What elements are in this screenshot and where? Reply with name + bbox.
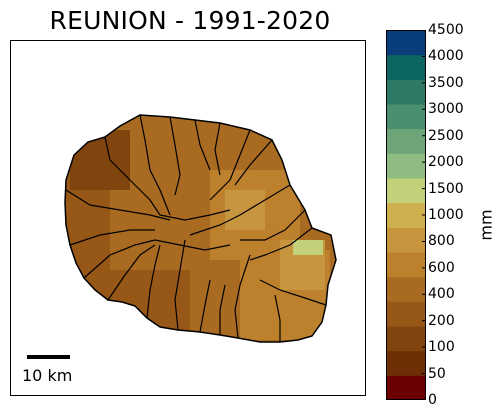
colorbar-bin — [386, 55, 426, 80]
colorbar-bin — [386, 227, 426, 252]
colorbar-tick-label: 100 — [428, 340, 455, 354]
scale-bar-label: 10 km — [22, 366, 72, 385]
colorbar-tick-labels: 0 50 100 200 400 600 800 1000 1500 2000 2500 3000 35… — [428, 0, 478, 418]
colorbar-tick-label: 200 — [428, 314, 455, 328]
colorbar-bin — [386, 277, 426, 302]
colorbar-bin — [386, 79, 426, 104]
summit-wet-zone — [225, 190, 265, 230]
colorbar-tick-label: 800 — [428, 234, 455, 248]
colorbar-unit-label: mm — [474, 205, 498, 245]
colorbar-tick-label: 4000 — [428, 49, 464, 63]
colorbar — [386, 30, 426, 400]
colorbar-tick-label: 3000 — [428, 102, 464, 116]
colorbar-tick-label: 400 — [428, 287, 455, 301]
colorbar-bin — [386, 104, 426, 129]
colorbar-bin — [386, 351, 426, 376]
volcano-summit-wettest-zone — [293, 240, 323, 255]
colorbar-bin — [386, 129, 426, 154]
colorbar-bin — [386, 30, 426, 55]
colorbar-bin — [386, 252, 426, 277]
colorbar-tick-label: 3500 — [428, 76, 464, 90]
colorbar-bin — [386, 326, 426, 351]
colorbar-tick-label: 1500 — [428, 182, 464, 196]
colorbar-tick-label: 600 — [428, 261, 455, 275]
colorbar-bin — [386, 375, 426, 400]
colorbar-tick-label: 2500 — [428, 129, 464, 143]
colorbar-tick-label: 4500 — [428, 23, 464, 37]
colorbar-tick-label: 0 — [428, 393, 437, 407]
colorbar-tick-label: 2000 — [428, 155, 464, 169]
colorbar-bin — [386, 301, 426, 326]
map-frame — [10, 40, 366, 396]
colorbar-bin — [386, 153, 426, 178]
colorbar-bin — [386, 178, 426, 203]
colorbar-bin — [386, 203, 426, 228]
colorbar-unit-text: mm — [477, 209, 496, 240]
map-title: REUNION - 1991-2020 — [10, 6, 370, 35]
colorbar-tick-label: 1000 — [428, 208, 464, 222]
colorbar-tick-label: 50 — [428, 367, 446, 381]
